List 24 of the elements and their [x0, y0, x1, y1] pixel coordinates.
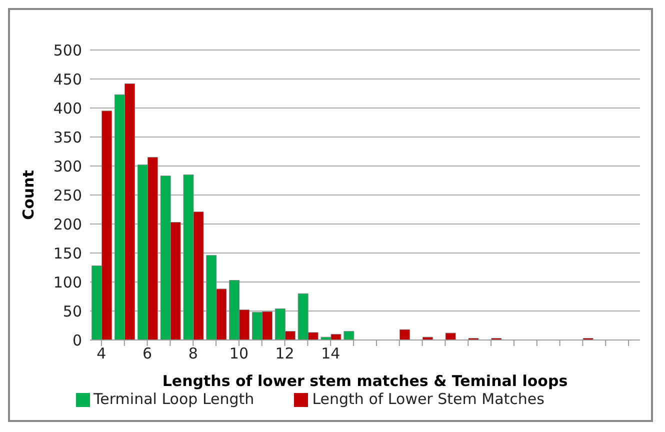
- y-tick-label: 150: [53, 244, 82, 262]
- y-tick-label: 500: [53, 41, 82, 60]
- bar: [344, 331, 354, 340]
- x-tick-label: 8: [188, 344, 198, 363]
- y-tick-label: 450: [53, 70, 82, 88]
- y-tick-label: 50: [62, 302, 82, 320]
- y-tick-label: 250: [53, 186, 82, 204]
- y-tick-label: 300: [53, 157, 82, 176]
- legend-label: Terminal Loop Length: [94, 390, 254, 408]
- x-tick-label: 6: [142, 344, 152, 363]
- bar: [445, 332, 456, 340]
- x-tick-label: 10: [229, 344, 249, 363]
- y-tick-label: 350: [53, 128, 82, 146]
- y-tick-label: 100: [53, 273, 82, 292]
- bar: [400, 329, 410, 340]
- y-tick-label: 200: [53, 215, 82, 234]
- y-tick-label: 400: [53, 99, 82, 118]
- x-tick-label: 4: [96, 344, 106, 363]
- x-tick-label: 14: [321, 344, 340, 363]
- y-tick-label: 0: [72, 331, 82, 350]
- legend-label: Length of Lower Stem Matches: [312, 390, 544, 408]
- x-axis-title: Lengths of lower stem matches & Teminal loops: [162, 372, 568, 390]
- x-tick-label: 12: [275, 344, 294, 363]
- y-axis-title: Count: [19, 170, 38, 220]
